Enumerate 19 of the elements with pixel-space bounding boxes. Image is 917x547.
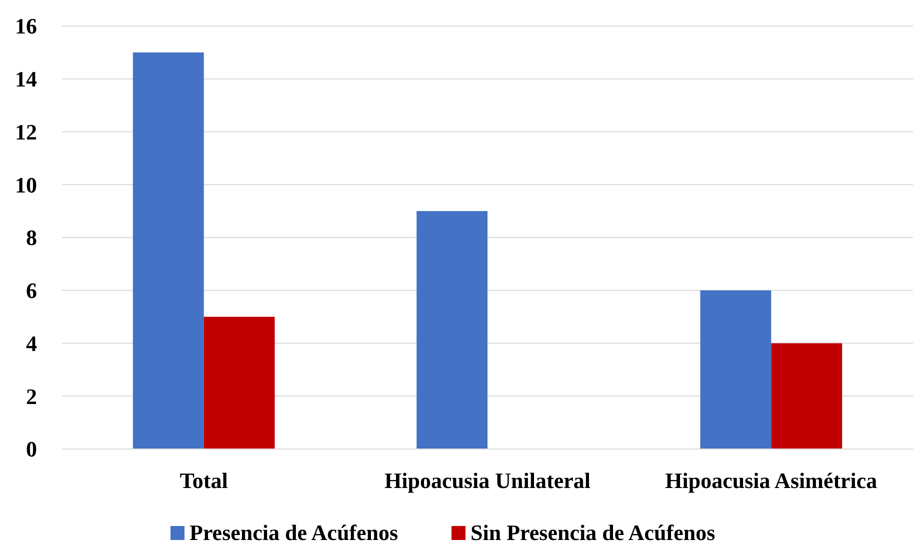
bar [416, 211, 488, 449]
y-tick-label: 2 [26, 384, 37, 409]
y-tick-label: 6 [26, 278, 37, 304]
legend-label: Sin Presencia de Acúfenos [470, 520, 716, 545]
legend-label: Presencia de Acúfenos [190, 520, 399, 545]
x-tick-label: Hipoacusia Asimétrica [665, 468, 878, 493]
x-tick-label: Total [180, 468, 228, 493]
bar [771, 343, 842, 449]
y-tick-label: 10 [15, 172, 37, 198]
y-tick-label: 16 [15, 14, 37, 39]
x-tick-label: Hipoacusia Unilateral [384, 468, 590, 493]
bar [204, 316, 275, 449]
bar [132, 52, 204, 449]
y-tick-label: 0 [26, 436, 37, 462]
y-tick-label: 8 [26, 225, 37, 250]
y-tick-label: 12 [15, 119, 37, 144]
y-tick-label: 4 [26, 330, 37, 356]
y-tick-label: 14 [15, 66, 37, 92]
bar [700, 290, 772, 449]
